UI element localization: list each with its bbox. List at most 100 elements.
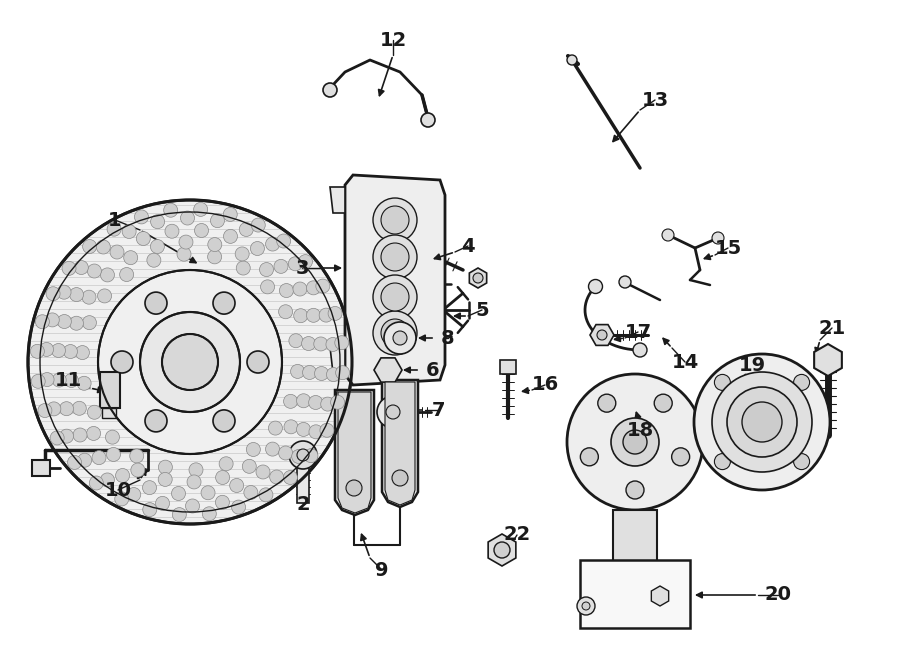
- Circle shape: [230, 479, 244, 493]
- Circle shape: [145, 292, 167, 314]
- Circle shape: [143, 502, 157, 516]
- Circle shape: [86, 426, 101, 440]
- Circle shape: [208, 250, 221, 264]
- Circle shape: [172, 508, 186, 522]
- Circle shape: [577, 597, 595, 615]
- Circle shape: [45, 313, 59, 327]
- Circle shape: [381, 206, 409, 234]
- Circle shape: [279, 305, 292, 318]
- Circle shape: [58, 314, 71, 328]
- Circle shape: [107, 222, 122, 236]
- Circle shape: [597, 330, 607, 340]
- Circle shape: [105, 430, 120, 444]
- Polygon shape: [652, 586, 669, 606]
- Circle shape: [494, 542, 510, 558]
- Circle shape: [52, 373, 67, 387]
- Circle shape: [177, 247, 191, 261]
- Text: 17: 17: [625, 322, 652, 342]
- Circle shape: [179, 235, 193, 249]
- Circle shape: [247, 442, 260, 457]
- Circle shape: [794, 375, 810, 391]
- Circle shape: [582, 602, 590, 610]
- Circle shape: [165, 224, 179, 238]
- Circle shape: [83, 240, 96, 254]
- Circle shape: [279, 283, 293, 297]
- Circle shape: [712, 232, 724, 244]
- Circle shape: [289, 441, 317, 469]
- Polygon shape: [382, 380, 418, 507]
- Circle shape: [662, 229, 674, 241]
- Circle shape: [140, 312, 240, 412]
- Circle shape: [580, 448, 598, 466]
- Circle shape: [75, 261, 88, 275]
- Circle shape: [59, 402, 74, 416]
- Circle shape: [87, 405, 102, 419]
- Circle shape: [289, 334, 303, 348]
- Circle shape: [64, 344, 77, 359]
- Circle shape: [82, 290, 96, 304]
- Circle shape: [114, 492, 129, 506]
- Circle shape: [115, 469, 130, 483]
- Circle shape: [654, 394, 672, 412]
- Circle shape: [727, 387, 797, 457]
- Circle shape: [150, 240, 165, 254]
- Circle shape: [373, 198, 417, 242]
- Text: 22: 22: [503, 526, 531, 545]
- Circle shape: [715, 453, 731, 469]
- Polygon shape: [374, 358, 402, 382]
- Circle shape: [330, 395, 345, 409]
- Text: 8: 8: [441, 328, 454, 348]
- Circle shape: [270, 470, 284, 484]
- Circle shape: [794, 453, 810, 469]
- Circle shape: [266, 237, 280, 251]
- Bar: [613, 510, 657, 562]
- Circle shape: [40, 373, 54, 387]
- Circle shape: [304, 449, 318, 463]
- Polygon shape: [488, 534, 516, 566]
- Circle shape: [327, 367, 340, 381]
- Circle shape: [567, 55, 577, 65]
- Circle shape: [201, 486, 215, 500]
- Text: 9: 9: [375, 561, 389, 579]
- Circle shape: [598, 394, 616, 412]
- Circle shape: [256, 465, 270, 479]
- Circle shape: [377, 396, 409, 428]
- Circle shape: [242, 459, 256, 473]
- Circle shape: [158, 473, 172, 487]
- Circle shape: [589, 279, 602, 293]
- Circle shape: [50, 431, 64, 445]
- Circle shape: [320, 423, 334, 438]
- Polygon shape: [469, 268, 487, 288]
- Circle shape: [284, 471, 297, 485]
- Text: 4: 4: [461, 236, 475, 256]
- Circle shape: [626, 481, 644, 499]
- Text: 11: 11: [54, 371, 82, 389]
- Circle shape: [250, 242, 265, 256]
- Circle shape: [296, 422, 310, 436]
- Circle shape: [623, 430, 647, 454]
- Circle shape: [314, 367, 328, 381]
- Circle shape: [101, 268, 114, 282]
- Circle shape: [381, 243, 409, 271]
- Circle shape: [62, 261, 76, 275]
- Circle shape: [320, 397, 335, 411]
- Circle shape: [216, 471, 230, 485]
- Circle shape: [38, 404, 52, 418]
- Circle shape: [96, 240, 111, 254]
- Circle shape: [279, 446, 292, 460]
- Circle shape: [32, 374, 45, 389]
- Circle shape: [122, 224, 136, 238]
- Bar: [32, 460, 50, 476]
- Circle shape: [120, 267, 134, 281]
- Circle shape: [215, 495, 230, 509]
- Circle shape: [164, 203, 177, 217]
- Circle shape: [68, 455, 82, 469]
- Circle shape: [299, 255, 312, 269]
- Circle shape: [187, 475, 201, 489]
- Circle shape: [57, 285, 71, 299]
- Circle shape: [288, 257, 302, 271]
- Circle shape: [110, 245, 124, 259]
- Circle shape: [194, 203, 208, 216]
- Circle shape: [92, 451, 106, 465]
- Circle shape: [127, 487, 140, 502]
